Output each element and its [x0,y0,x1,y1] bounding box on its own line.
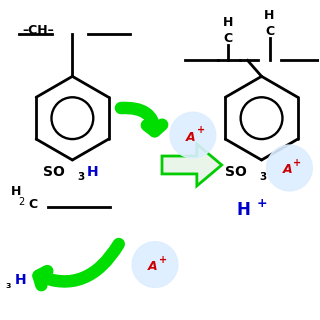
Text: H: H [86,165,98,179]
FancyArrow shape [162,144,222,186]
Text: H: H [15,274,26,287]
Text: H: H [237,201,251,219]
Text: C: C [28,198,38,211]
Text: H: H [264,9,275,22]
Text: +: + [159,255,167,265]
Circle shape [267,145,312,191]
Text: C: C [223,32,232,45]
Text: A: A [186,131,196,144]
Text: 2: 2 [19,197,25,207]
Text: 3: 3 [77,172,84,182]
Text: 3: 3 [260,172,267,182]
Text: H: H [11,185,21,198]
Text: ₃: ₃ [6,278,11,291]
Text: A: A [283,164,292,176]
Text: +: + [293,158,301,168]
Circle shape [132,242,178,287]
Text: SO: SO [43,165,64,179]
Text: +: + [197,125,205,135]
Text: A: A [148,260,158,273]
Circle shape [170,112,216,158]
Text: H: H [222,16,233,29]
Text: –CH–: –CH– [23,24,54,37]
Text: C: C [265,25,274,38]
Text: SO: SO [225,165,247,179]
Text: +: + [257,197,267,210]
